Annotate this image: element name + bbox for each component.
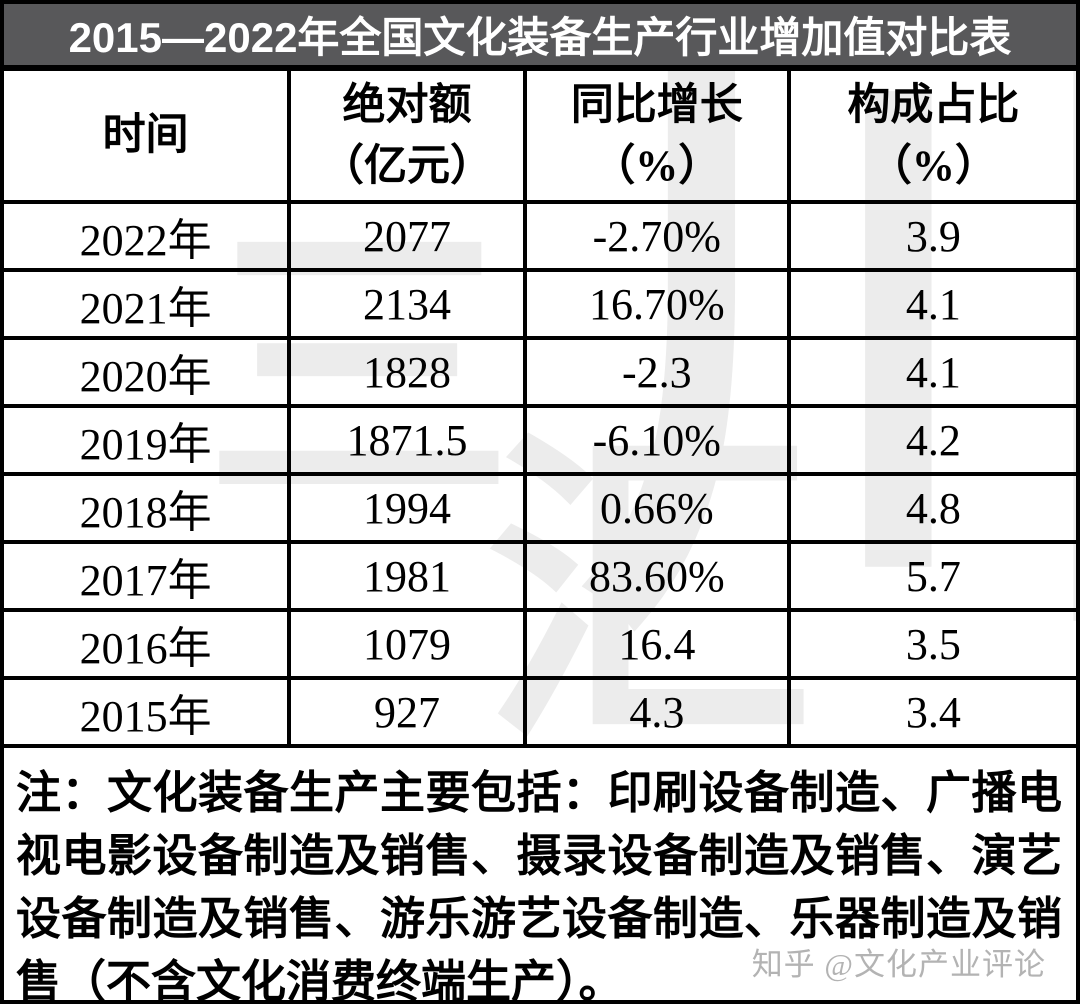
column-subtitle: （%） <box>868 142 998 190</box>
cell-composition-share: 4.1 <box>786 268 1076 340</box>
column-title: 绝对额 <box>342 81 472 129</box>
cell-year: 2020年 <box>4 336 292 408</box>
cell-year: 2018年 <box>4 472 292 544</box>
cell-absolute-value: 1828 <box>287 336 527 408</box>
cell-yoy-growth: 4.3 <box>522 676 791 748</box>
cell-absolute-value: 1994 <box>287 472 527 544</box>
cell-composition-share: 3.9 <box>786 200 1076 272</box>
table-row: 2020年 1828 -2.3 4.1 <box>4 336 1076 408</box>
cell-absolute-value: 2077 <box>287 200 527 272</box>
cell-year: 2015年 <box>4 676 292 748</box>
cell-composition-share: 3.5 <box>786 608 1076 680</box>
cell-composition-share: 4.1 <box>786 336 1076 408</box>
table-row: 2017年 1981 83.60% 5.7 <box>4 540 1076 612</box>
cell-yoy-growth: -6.10% <box>522 404 791 476</box>
cell-yoy-growth: -2.70% <box>522 200 791 272</box>
table-title: 2015—2022年全国文化装备生产行业增加值对比表 <box>68 14 1012 61</box>
table-body: 2022年 2077 -2.70% 3.9 2021年 2134 16.70% 4.1 2020… <box>4 200 1076 748</box>
cell-composition-share: 3.4 <box>786 676 1076 748</box>
cell-yoy-growth: 83.60% <box>522 540 791 612</box>
cell-composition-share: 4.2 <box>786 404 1076 476</box>
credit-watermark: 知乎 @文化产业评论 <box>751 947 1046 982</box>
table-title-bar: 2015—2022年全国文化装备生产行业增加值对比表 <box>4 4 1076 71</box>
column-title: 同比增长 <box>570 81 743 129</box>
footnote: 注：文化装备生产主要包括：印刷设备制造、广播电视电影设备制造及销售、摄录设备制造… <box>16 768 1062 1004</box>
cell-composition-share: 4.8 <box>786 472 1076 544</box>
table-row: 2019年 1871.5 -6.10% 4.2 <box>4 404 1076 476</box>
column-subtitle: （亿元） <box>321 142 494 190</box>
cell-year: 2022年 <box>4 200 292 272</box>
column-title: 时间 <box>102 112 189 159</box>
cell-absolute-value: 2134 <box>287 268 527 340</box>
table-row: 2022年 2077 -2.70% 3.9 <box>4 200 1076 272</box>
column-header-share: 构成占比 （%） <box>786 71 1076 204</box>
table-row: 2018年 1994 0.66% 4.8 <box>4 472 1076 544</box>
cell-absolute-value: 1079 <box>287 608 527 680</box>
column-subtitle: （%） <box>592 142 722 190</box>
column-header-absolute: 绝对额 （亿元） <box>287 71 527 204</box>
cell-absolute-value: 927 <box>287 676 527 748</box>
cell-year: 2019年 <box>4 404 292 476</box>
column-header-time: 时间 <box>4 71 292 204</box>
cell-year: 2017年 <box>4 540 292 612</box>
column-header-yoy: 同比增长 （%） <box>522 71 791 204</box>
data-table: 时间 绝对额 （亿元） 同比增长 （%） 构成占比 （%） 2022年 2077-… <box>4 71 1076 748</box>
table-row: 2015年 927 4.3 3.4 <box>4 676 1076 748</box>
column-title: 构成占比 <box>847 81 1020 129</box>
cell-year: 2016年 <box>4 608 292 680</box>
cell-yoy-growth: 16.4 <box>522 608 791 680</box>
cell-absolute-value: 1871.5 <box>287 404 527 476</box>
cell-year: 2021年 <box>4 268 292 340</box>
table-header: 时间 绝对额 （亿元） 同比增长 （%） 构成占比 （%） <box>4 71 1076 204</box>
table-row: 2016年 1079 16.4 3.5 <box>4 608 1076 680</box>
table-row: 2021年 2134 16.70% 4.1 <box>4 268 1076 340</box>
cell-yoy-growth: -2.3 <box>522 336 791 408</box>
header-row: 时间 绝对额 （亿元） 同比增长 （%） 构成占比 （%） <box>4 71 1076 204</box>
cell-composition-share: 5.7 <box>786 540 1076 612</box>
cell-yoy-growth: 16.70% <box>522 268 791 340</box>
cell-absolute-value: 1981 <box>287 540 527 612</box>
cell-yoy-growth: 0.66% <box>522 472 791 544</box>
